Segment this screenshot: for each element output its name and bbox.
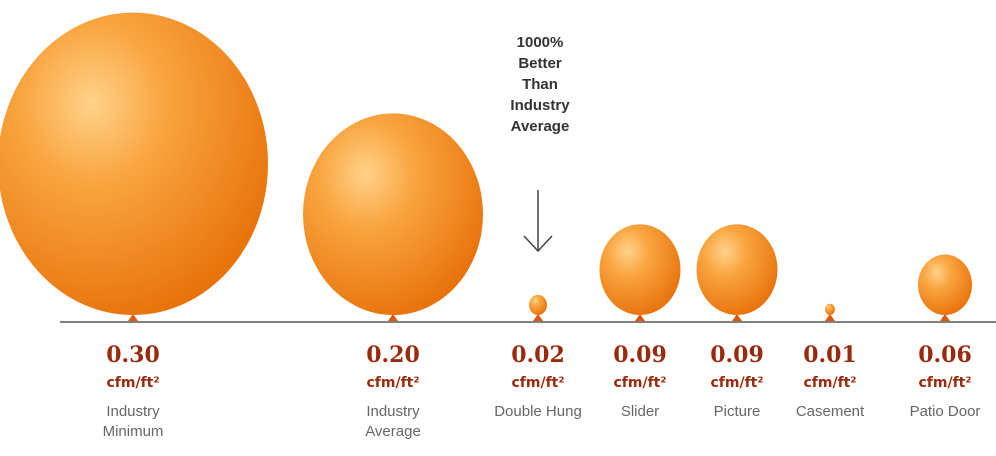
category-label: Picture bbox=[713, 403, 761, 420]
value-label: 0.02 bbox=[511, 342, 565, 368]
balloon bbox=[529, 294, 547, 316]
unit-label: cfm/ft² bbox=[803, 375, 857, 391]
category-label: Casement bbox=[795, 403, 865, 420]
value-label: 0.06 bbox=[918, 342, 972, 368]
balloon-knot bbox=[388, 314, 398, 321]
balloon-knot bbox=[533, 314, 543, 321]
category-label: Industry Minimum bbox=[102, 403, 164, 440]
unit-label: cfm/ft² bbox=[710, 375, 764, 391]
balloon bbox=[599, 224, 681, 315]
balloon bbox=[918, 254, 972, 315]
balloon bbox=[696, 224, 778, 315]
value-label: 0.20 bbox=[366, 342, 420, 368]
balloon-knot bbox=[732, 314, 742, 321]
balloon-knot bbox=[940, 314, 950, 321]
category-label: Double Hung bbox=[494, 403, 582, 420]
value-label: 0.30 bbox=[106, 342, 160, 368]
unit-label: cfm/ft² bbox=[918, 375, 972, 391]
balloon-knot bbox=[128, 314, 138, 321]
balloon bbox=[303, 113, 483, 315]
value-label: 0.09 bbox=[613, 342, 667, 368]
arrow bbox=[523, 190, 553, 253]
unit-label: cfm/ft² bbox=[613, 375, 667, 391]
annotation: 1000% Better Than Industry Average bbox=[510, 34, 570, 135]
unit-label: cfm/ft² bbox=[106, 375, 160, 391]
unit-label: cfm/ft² bbox=[511, 375, 565, 391]
balloon bbox=[0, 12, 268, 315]
category-label: Industry Average bbox=[365, 403, 421, 440]
balloon bbox=[825, 303, 835, 315]
category-label: Patio Door bbox=[909, 403, 981, 420]
unit-label: cfm/ft² bbox=[366, 375, 420, 391]
value-label: 0.01 bbox=[803, 342, 857, 368]
category-label: Slider bbox=[620, 403, 660, 420]
balloon-knot bbox=[635, 314, 645, 321]
balloon-knot bbox=[825, 314, 835, 321]
value-label: 0.09 bbox=[710, 342, 764, 368]
